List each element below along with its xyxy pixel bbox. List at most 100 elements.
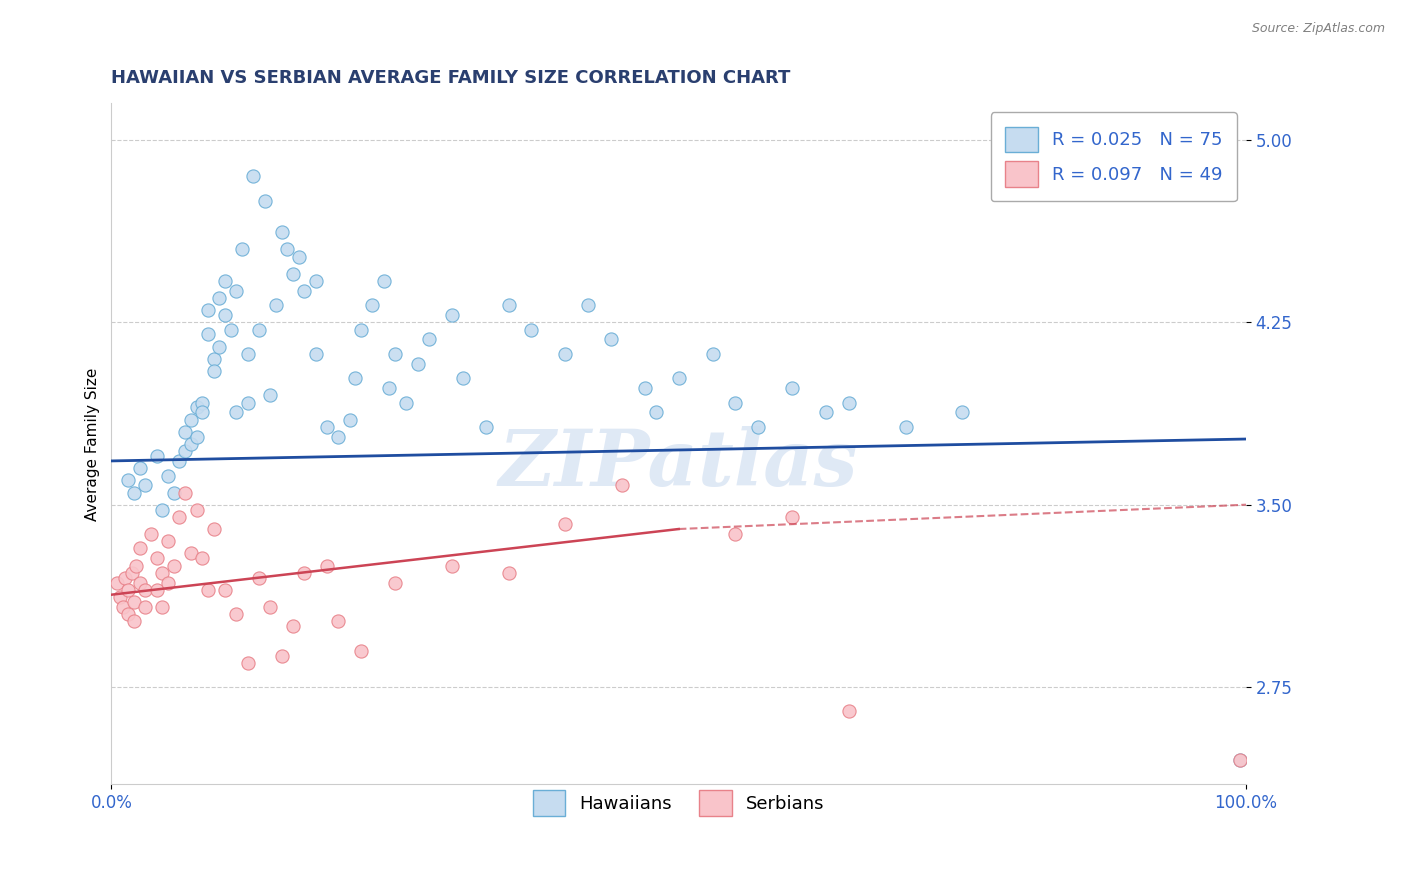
Point [350,643,373,657]
Point [724,527,747,541]
Point [186,429,208,443]
Point [281,267,304,281]
Point [117,474,139,488]
Point [328,429,350,443]
Point [838,395,860,409]
Point [247,571,270,585]
Point [139,527,162,541]
Point [350,322,373,336]
Point [668,371,690,385]
Point [361,298,384,312]
Point [950,405,973,419]
Point [702,347,724,361]
Point [344,371,367,385]
Point [219,322,242,336]
Point [384,575,406,590]
Point [554,347,576,361]
Point [191,551,214,566]
Point [202,351,225,366]
Point [157,468,180,483]
Point [259,388,281,402]
Point [304,347,326,361]
Point [1229,753,1251,767]
Point [128,575,150,590]
Point [180,546,202,560]
Point [395,395,418,409]
Point [110,590,132,604]
Point [328,615,350,629]
Point [134,599,156,614]
Point [174,485,197,500]
Point [520,322,543,336]
Point [815,405,838,419]
Legend: Hawaiians, Serbians: Hawaiians, Serbians [526,783,832,823]
Point [225,405,247,419]
Point [191,395,214,409]
Point [125,558,148,573]
Point [724,395,747,409]
Point [270,225,292,239]
Point [498,298,520,312]
Point [163,558,186,573]
Point [163,485,186,500]
Point [214,274,236,288]
Point [270,648,292,663]
Point [174,444,197,458]
Point [576,298,599,312]
Point [316,558,339,573]
Point [111,599,134,614]
Point [180,437,202,451]
Point [105,575,128,590]
Point [292,566,315,580]
Y-axis label: Average Family Size: Average Family Size [86,368,100,521]
Point [610,478,633,492]
Point [134,478,156,492]
Point [169,509,191,524]
Point [554,517,576,532]
Point [225,607,247,622]
Point [174,425,197,439]
Point [214,582,236,597]
Point [169,454,191,468]
Point [157,575,180,590]
Point [1229,753,1251,767]
Point [122,615,145,629]
Point [259,599,281,614]
Point [146,551,169,566]
Point [186,401,208,415]
Point [152,502,174,516]
Point [202,522,225,536]
Point [236,347,259,361]
Point [157,534,180,549]
Point [146,582,169,597]
Point [122,595,145,609]
Point [339,412,361,426]
Point [838,705,860,719]
Point [152,599,174,614]
Point [316,420,339,434]
Point [253,194,276,208]
Point [236,395,259,409]
Point [281,619,304,633]
Point [197,327,219,342]
Point [440,308,463,322]
Point [498,566,520,580]
Text: ZIPatlas: ZIPatlas [499,426,859,502]
Point [264,298,287,312]
Point [225,284,247,298]
Point [114,571,136,585]
Point [117,607,139,622]
Point [384,347,406,361]
Point [236,656,259,670]
Point [378,381,401,395]
Point [599,332,621,346]
Point [373,274,395,288]
Point [780,381,803,395]
Point [122,485,145,500]
Point [440,558,463,573]
Point [276,242,298,256]
Point [134,582,156,597]
Point [231,242,253,256]
Point [634,381,657,395]
Point [214,308,236,322]
